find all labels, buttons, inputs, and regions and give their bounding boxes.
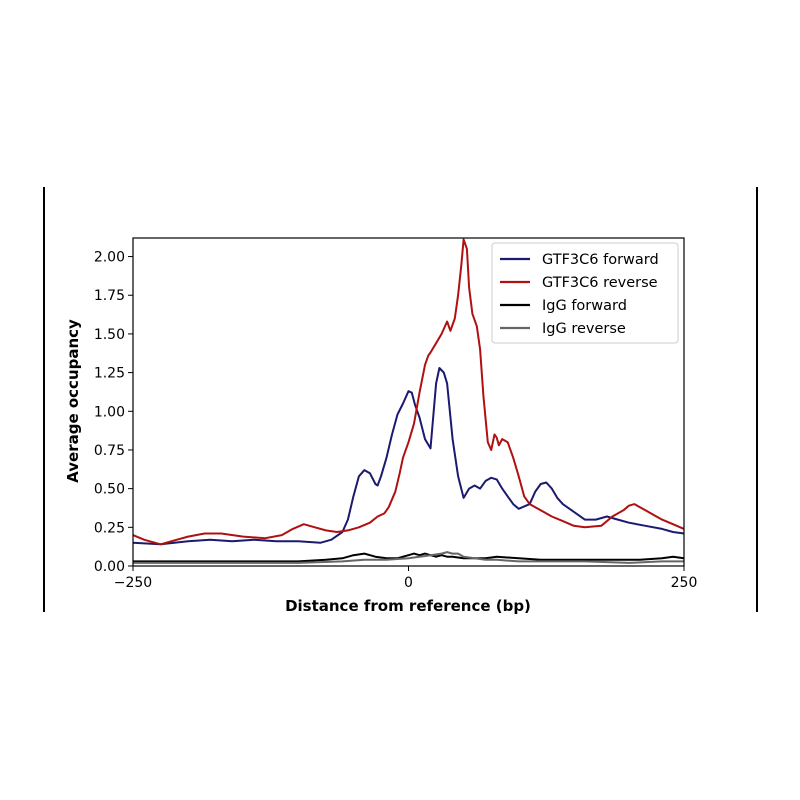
y-tick-label: 1.25 [94, 366, 125, 382]
series-line-3 [133, 551, 684, 564]
axes-layer: 0.00 0.25 0.50 0.75 1.00 1.25 1.50 1.75 2.00 −250… [94, 237, 698, 591]
y-tick-label: 1.00 [94, 404, 125, 420]
x-tick-label: 0 [404, 575, 413, 591]
legend-label-3: IgG reverse [542, 321, 626, 337]
y-tick-label: 0.00 [94, 559, 125, 575]
x-tick-label: 250 [671, 575, 698, 591]
y-axis-title: Average occupancy [64, 319, 82, 483]
series-line-1 [132, 238, 685, 546]
legend-label-2: IgG forward [542, 298, 627, 314]
legend-label-0: GTF3C6 forward [542, 252, 659, 268]
series-line-0 [132, 367, 685, 546]
y-tick-label: 1.75 [94, 288, 125, 304]
legend-label-1: GTF3C6 reverse [542, 275, 658, 291]
legend-box [491, 242, 679, 344]
x-axis-title: Distance from reference (bp) [285, 597, 531, 615]
y-tick-label: 0.25 [94, 520, 125, 536]
x-tick-label: −250 [114, 575, 152, 591]
series-layer [132, 238, 685, 564]
y-tick-label: 1.50 [94, 327, 125, 343]
y-tick-label: 0.75 [94, 443, 125, 459]
y-tick-label: 2.00 [94, 250, 125, 266]
legend: GTF3C6 forward GTF3C6 reverse IgG forward I… [491, 242, 679, 344]
y-tick-label: 0.50 [94, 482, 125, 498]
